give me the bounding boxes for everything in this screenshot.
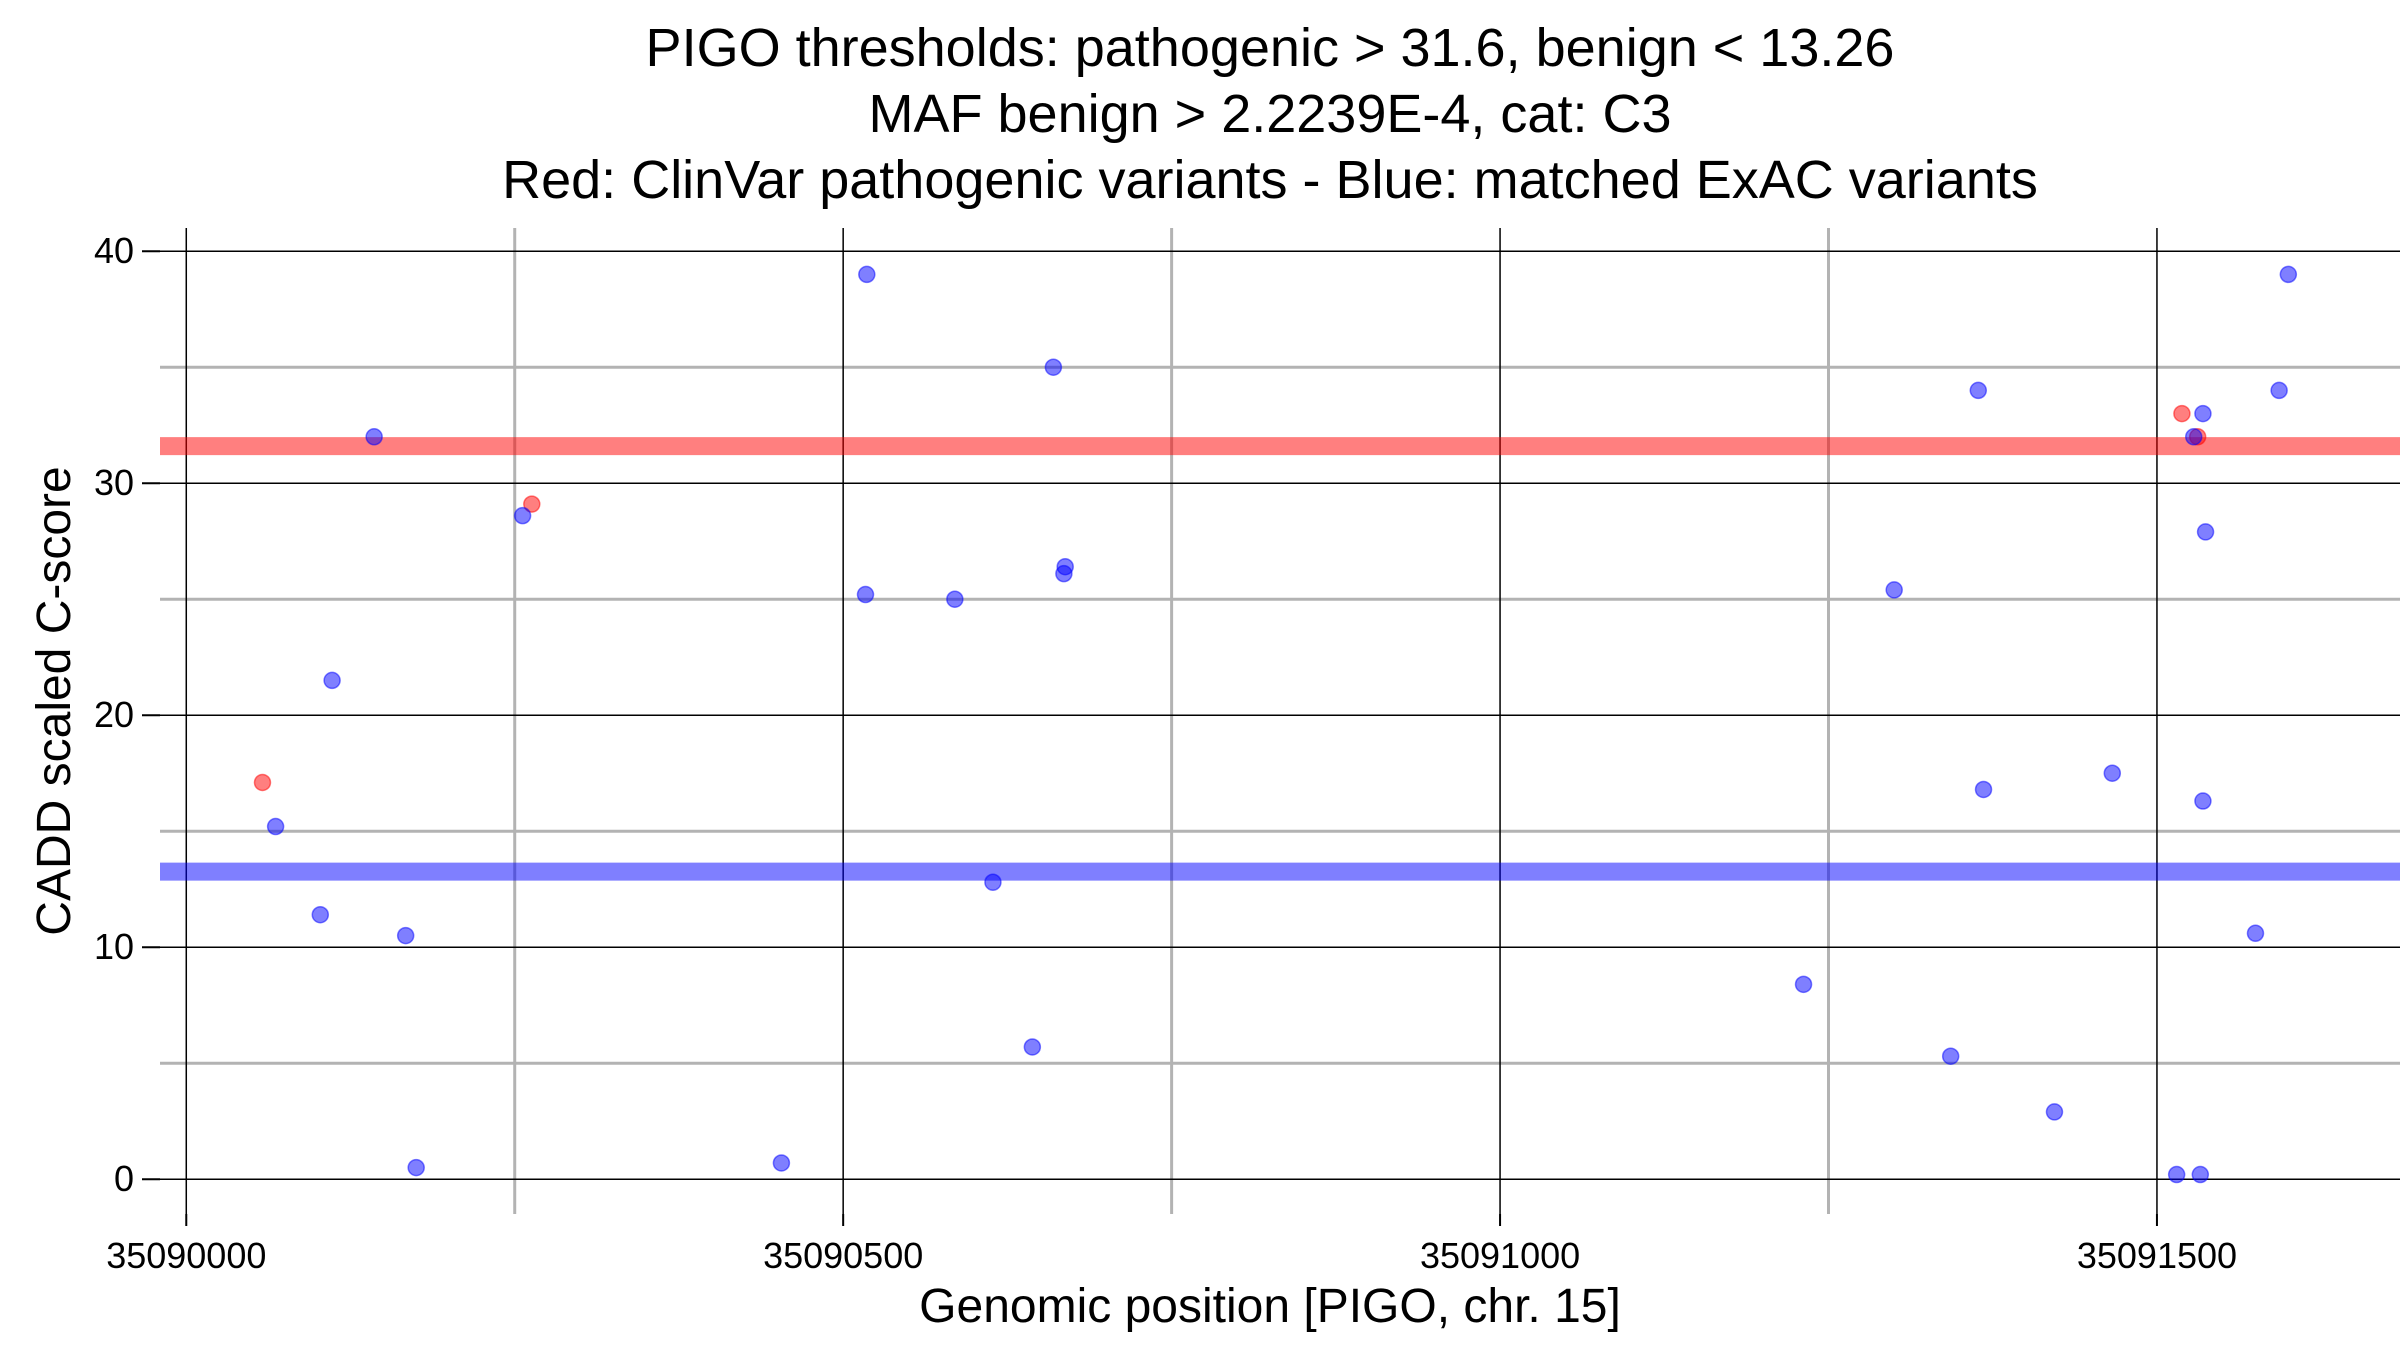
clinvar-point: [523, 495, 541, 513]
exac-point: [984, 873, 1002, 891]
exac-point: [513, 506, 532, 525]
exac-point: [2045, 1103, 2064, 1121]
exac-point: [2184, 428, 2203, 446]
exac-point: [858, 265, 876, 284]
x-tick-label: 35090000: [106, 1235, 266, 1276]
exac-point: [1885, 581, 1903, 599]
x-axis-label: Genomic position [PIGO, chr. 15]: [919, 1280, 1621, 1333]
chart-title-line-1: PIGO thresholds: pathogenic > 31.6, beni…: [646, 18, 1895, 78]
exac-point: [1941, 1047, 1960, 1065]
exac-point: [2167, 1165, 2186, 1184]
threshold-lines: [160, 437, 2400, 881]
exac-point: [2103, 764, 2122, 782]
exac-point: [1044, 358, 1063, 376]
grid-lines: [160, 228, 2400, 1214]
exac-point: [1969, 381, 1988, 400]
chart-title-line-3: Red: ClinVar pathogenic variants - Blue:…: [502, 150, 2038, 210]
exac-point: [2270, 381, 2288, 400]
x-tick-label: 35091000: [1420, 1235, 1580, 1276]
exac-point: [2194, 404, 2212, 423]
exac-point: [1974, 780, 1993, 799]
exac-point: [407, 1158, 425, 1177]
x-tick-label: 35091500: [2077, 1235, 2237, 1276]
y-axis: 0 10 20 30 40: [94, 230, 160, 1199]
exac-point: [396, 926, 415, 945]
chart-title: PIGO thresholds: pathogenic > 31.6, beni…: [502, 18, 2038, 210]
exac-point: [2191, 1165, 2210, 1184]
x-tick-label: 35090500: [763, 1235, 923, 1276]
exac-point: [946, 590, 964, 608]
y-tick-label: 20: [94, 694, 134, 735]
exac-point: [1056, 557, 1074, 576]
exac-point: [856, 585, 875, 604]
exac-point: [365, 428, 383, 446]
exac-point: [1023, 1038, 1042, 1056]
clinvar-point: [253, 773, 272, 792]
exac-point: [772, 1154, 791, 1172]
exac-point: [323, 671, 341, 690]
y-tick-label: 30: [94, 462, 134, 503]
exac-point: [2196, 523, 2215, 541]
chart-title-line-2: MAF benign > 2.2239E-4, cat: C3: [869, 84, 1672, 144]
exac-point: [1794, 975, 1813, 994]
clinvar-point: [2173, 404, 2191, 423]
x-axis: 35090000 35090500 35091000 35091500: [106, 1214, 2237, 1276]
data-points: [253, 265, 2298, 1184]
exac-point: [266, 817, 285, 836]
y-tick-label: 40: [94, 230, 134, 271]
y-tick-label: 0: [114, 1158, 134, 1199]
exac-point: [2194, 792, 2212, 810]
exac-point: [2246, 924, 2265, 943]
exac-point: [311, 905, 330, 924]
y-axis-label: CADD scaled C-score: [28, 466, 81, 935]
y-tick-label: 10: [94, 926, 134, 967]
exac-point: [2279, 265, 2298, 284]
